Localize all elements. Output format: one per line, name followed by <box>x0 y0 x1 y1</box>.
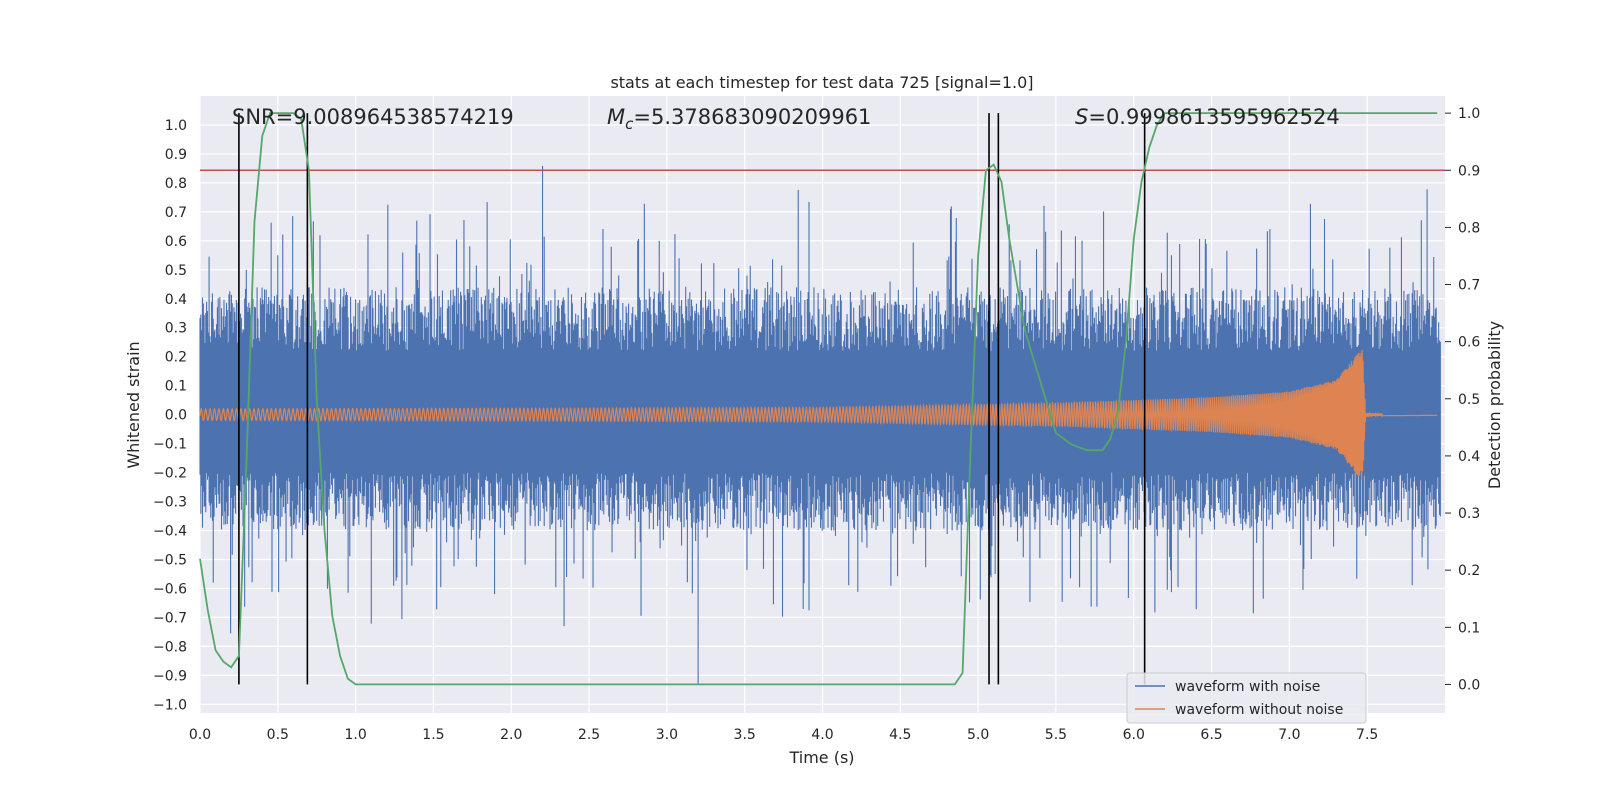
left-y-tick-label: −0.6 <box>153 581 187 597</box>
x-tick-label: 3.0 <box>656 727 678 743</box>
right-y-tick-label: 0.9 <box>1458 163 1480 179</box>
x-tick-label: 5.5 <box>1045 727 1067 743</box>
chart-title: stats at each timestep for test data 725… <box>610 73 1033 92</box>
x-tick-label: 2.0 <box>500 727 522 743</box>
x-tick-label: 6.5 <box>1200 727 1222 743</box>
left-y-tick-label: −0.5 <box>153 552 187 568</box>
legend: waveform with noise waveform without noi… <box>1126 672 1367 724</box>
right-y-tick-label: 0.7 <box>1458 278 1480 294</box>
x-axis-ticks: 0.0 0.5 1.0 1.5 2.0 2.5 3.0 3.5 4.0 4.5 5.0 5.5 6.0 6… <box>189 727 1378 743</box>
left-y-tick-label: −0.3 <box>153 495 187 511</box>
chirp-mass-symbol: M <box>607 105 625 129</box>
x-tick-label: 6.0 <box>1123 727 1145 743</box>
left-y-tick-label: −0.8 <box>153 639 187 655</box>
left-y-tick-label: 0.8 <box>165 176 187 192</box>
x-tick-label: 2.5 <box>578 727 600 743</box>
left-y-tick-label: −1.0 <box>153 697 187 713</box>
left-y-tick-label: −0.2 <box>153 466 187 482</box>
left-y-tick-label: 0.9 <box>165 147 187 163</box>
right-y-tick-label: 1.0 <box>1458 106 1480 122</box>
left-y-tick-label: −0.9 <box>153 668 187 684</box>
snr-annotation: SNR=9.008964538574219 <box>232 105 514 129</box>
left-y-axis-ticks: 1.0 0.9 0.8 0.7 0.6 0.5 0.4 0.3 0.2 0.1 0.0 −0.1 −0.… <box>153 118 187 713</box>
detection-probability-line <box>199 112 1438 686</box>
x-axis-label: Time (s) <box>788 748 854 767</box>
waveform-without-noise-series <box>199 349 1438 481</box>
right-y-tick-label: 0.8 <box>1458 220 1480 236</box>
x-tick-label: 4.0 <box>811 727 833 743</box>
chirp-mass-value: =5.378683090209961 <box>633 105 871 129</box>
left-y-tick-label: −0.1 <box>153 437 187 453</box>
x-tick-label: 7.5 <box>1356 727 1378 743</box>
left-y-tick-label: 0.0 <box>165 408 187 424</box>
detection-probability-series <box>199 112 1438 686</box>
left-y-tick-label: 0.3 <box>165 321 187 337</box>
s-statistic-value: =0.9998613595962524 <box>1088 105 1339 129</box>
left-y-tick-label: 0.7 <box>165 205 187 221</box>
chirp-mass-annotation: Mc=5.378683090209961 <box>607 105 871 133</box>
left-y-tick-label: 0.6 <box>165 234 187 250</box>
x-tick-label: 1.5 <box>422 727 444 743</box>
right-y-tick-label: 0.5 <box>1458 392 1480 408</box>
x-tick-label: 7.0 <box>1278 727 1300 743</box>
left-y-tick-label: −0.4 <box>153 524 187 540</box>
right-y-tick-label: 0.6 <box>1458 335 1480 351</box>
left-y-tick-label: 1.0 <box>165 118 187 134</box>
x-tick-label: 0.0 <box>189 727 211 743</box>
left-y-tick-label: 0.4 <box>165 292 187 308</box>
right-y-axis-label: Detection probability <box>1485 321 1504 489</box>
right-y-axis-ticks: 1.0 0.9 0.8 0.7 0.6 0.5 0.4 0.3 0.2 0.1 0.0 <box>1445 106 1480 693</box>
left-y-axis-label: Whitened strain <box>124 341 143 468</box>
left-y-tick-label: 0.2 <box>165 350 187 366</box>
right-y-tick-label: 0.4 <box>1458 449 1480 465</box>
waveform-without-noise-line <box>199 349 1438 481</box>
left-y-tick-label: 0.5 <box>165 263 187 279</box>
x-tick-label: 3.5 <box>734 727 756 743</box>
x-tick-label: 4.5 <box>889 727 911 743</box>
right-y-tick-label: 0.3 <box>1458 506 1480 522</box>
legend-box <box>1126 672 1367 724</box>
left-y-tick-label: −0.7 <box>153 610 187 626</box>
legend-label-clean: waveform without noise <box>1175 702 1343 718</box>
chirp-mass-subscript: c <box>625 115 634 133</box>
right-y-tick-label: 0.0 <box>1458 677 1480 693</box>
x-tick-label: 0.5 <box>267 727 289 743</box>
x-tick-label: 1.0 <box>344 727 366 743</box>
right-y-tick-label: 0.1 <box>1458 620 1480 636</box>
s-statistic-symbol: S <box>1075 105 1088 129</box>
vertical-markers <box>238 113 1146 685</box>
legend-label-noise: waveform with noise <box>1175 679 1320 695</box>
right-y-tick-label: 0.2 <box>1458 563 1480 579</box>
s-statistic-annotation: S=0.9998613595962524 <box>1075 105 1340 129</box>
left-y-tick-label: 0.1 <box>165 379 187 395</box>
x-tick-label: 5.0 <box>967 727 989 743</box>
